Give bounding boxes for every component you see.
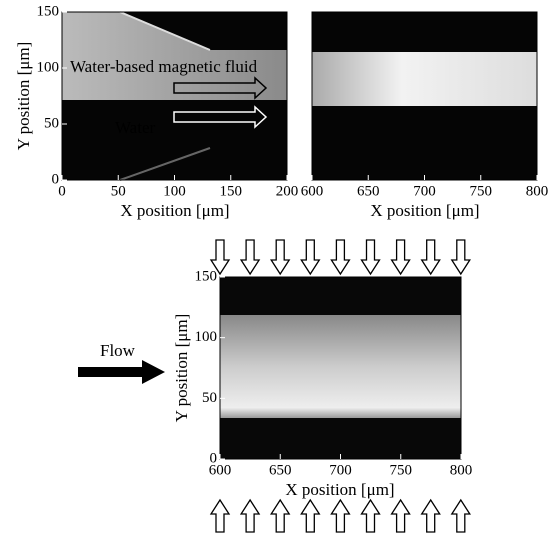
down-arrow xyxy=(271,240,289,274)
y-tick-label: 0 xyxy=(210,450,218,466)
down-arrow xyxy=(241,240,259,274)
y-tick-label: 150 xyxy=(195,268,218,284)
up-arrow xyxy=(241,500,259,532)
micrograph-3 xyxy=(78,277,461,459)
y-tick-label: 0 xyxy=(52,171,60,187)
up-arrow xyxy=(392,500,410,532)
down-arrow xyxy=(301,240,319,274)
x-tick-label: 800 xyxy=(450,462,473,478)
x-tick-label: 700 xyxy=(329,462,352,478)
x-tick-label: 650 xyxy=(269,462,292,478)
up-arrow xyxy=(422,500,440,532)
figure: 0 50 100 150 200 0 50 100 150 X position [μm] Y po… xyxy=(0,0,552,539)
up-arrow xyxy=(211,500,229,532)
x-tick-label: 650 xyxy=(357,183,380,199)
down-arrow xyxy=(422,240,440,274)
micrograph-1 xyxy=(62,12,287,180)
x-tick-label: 600 xyxy=(301,183,324,199)
y-axis-label: Y position [μm] xyxy=(14,42,33,151)
annotation: Water xyxy=(115,118,155,137)
x-tick-label: 150 xyxy=(220,183,243,199)
y-axis-label: Y position [μm] xyxy=(172,314,191,423)
annotation: Flow xyxy=(100,341,136,360)
x-tick-label: 200 xyxy=(276,183,299,199)
up-arrow xyxy=(271,500,289,532)
y-tick-label: 50 xyxy=(44,115,59,131)
up-arrow xyxy=(301,500,319,532)
x-tick-label: 0 xyxy=(58,183,66,199)
y-tick-label: 100 xyxy=(195,329,218,345)
down-arrow xyxy=(331,240,349,274)
down-arrow xyxy=(452,240,470,274)
micrograph-2 xyxy=(312,12,537,180)
annotation: Water-based magnetic fluid xyxy=(70,57,258,76)
x-axis-label: X position [μm] xyxy=(285,480,394,499)
y-tick-label: 100 xyxy=(37,59,60,75)
x-tick-label: 750 xyxy=(470,183,493,199)
x-axis-label: X position [μm] xyxy=(370,201,479,220)
y-tick-label: 150 xyxy=(37,3,60,19)
x-tick-label: 100 xyxy=(163,183,186,199)
up-arrow xyxy=(362,500,380,532)
up-arrow xyxy=(452,500,470,532)
up-arrow xyxy=(331,500,349,532)
x-tick-label: 800 xyxy=(526,183,549,199)
x-tick-label: 50 xyxy=(111,183,126,199)
x-tick-label: 750 xyxy=(390,462,413,478)
x-axis-label: X position [μm] xyxy=(120,201,229,220)
x-tick-label: 700 xyxy=(413,183,436,199)
down-arrow xyxy=(392,240,410,274)
down-arrow xyxy=(362,240,380,274)
y-tick-label: 50 xyxy=(202,390,217,406)
